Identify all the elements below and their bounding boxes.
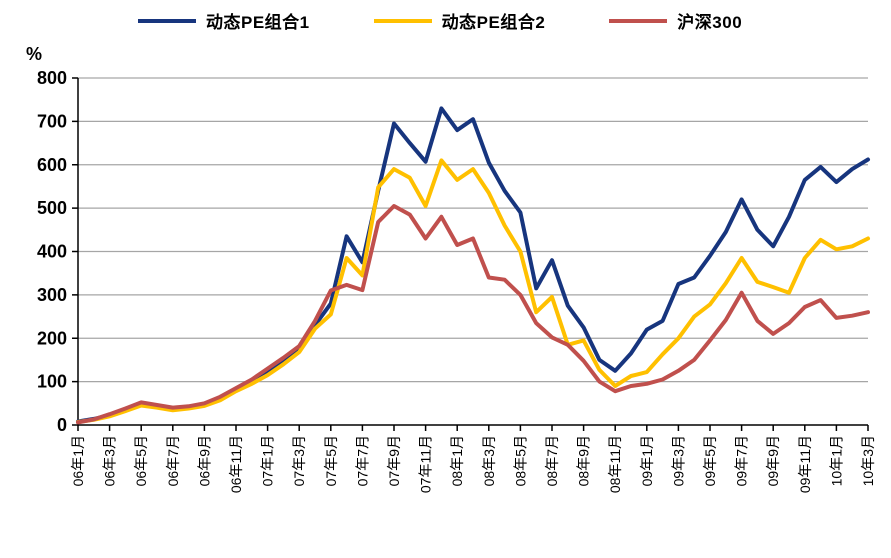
- x-tick-label: 07年3月: [291, 435, 307, 486]
- x-tick-label: 07年7月: [354, 435, 370, 486]
- x-tick-label: 08年1月: [449, 435, 465, 486]
- y-tick-label: 0: [57, 415, 67, 435]
- series-line-1: [76, 158, 870, 424]
- x-tick-label: 06年7月: [165, 435, 181, 486]
- x-tick-label: 09年7月: [734, 435, 750, 486]
- legend-item-csi300: 沪深300: [609, 8, 742, 33]
- x-tick-label: 07年9月: [386, 435, 402, 486]
- x-tick-label: 09年1月: [639, 435, 655, 486]
- x-tick-label: 09年5月: [702, 435, 718, 486]
- y-tick-label: 200: [37, 328, 67, 348]
- x-tick-label: 06年1月: [70, 435, 86, 486]
- y-tick-label: 600: [37, 155, 67, 175]
- x-tick-label: 07年11月: [418, 435, 434, 493]
- y-tick-label: 100: [37, 372, 67, 392]
- legend-label-portfolio2: 动态PE组合2: [441, 13, 546, 32]
- x-tick-label: 06年5月: [133, 435, 149, 486]
- x-tick-label: 07年1月: [260, 435, 276, 486]
- x-tick-label: 06年11月: [228, 435, 244, 493]
- x-tick-label: 10年1月: [828, 435, 844, 486]
- x-tick-label: 09年9月: [765, 435, 781, 486]
- x-tick-label: 09年3月: [670, 435, 686, 486]
- legend-item-portfolio1: 动态PE组合1: [138, 8, 310, 33]
- legend-line-swatch-red: [609, 18, 668, 23]
- legend-line-swatch-yellow: [373, 18, 432, 23]
- x-tick-label: 10年3月: [860, 435, 876, 486]
- x-tick-label: 06年3月: [102, 435, 118, 486]
- x-tick-label: 08年9月: [576, 435, 592, 486]
- legend-item-portfolio2: 动态PE组合2: [373, 8, 546, 33]
- x-tick-label: 07年5月: [323, 435, 339, 486]
- legend-label-csi300: 沪深300: [677, 13, 743, 32]
- x-tick-label: 06年9月: [196, 435, 212, 486]
- y-tick-label: 800: [37, 68, 67, 88]
- series-line-2: [76, 204, 870, 425]
- legend-line-swatch-blue: [138, 18, 196, 23]
- y-axis-unit-label: %: [26, 44, 42, 64]
- x-tick-label: 09年11月: [797, 435, 813, 493]
- x-tick-label: 08年3月: [481, 435, 497, 486]
- x-tick-label: 08年7月: [544, 435, 560, 486]
- x-tick-label: 08年5月: [512, 435, 528, 486]
- y-tick-label: 300: [37, 285, 67, 305]
- y-tick-label: 500: [37, 198, 67, 218]
- chart-legend: 动态PE组合1 动态PE组合2 沪深300: [138, 8, 742, 33]
- y-tick-label: 700: [37, 111, 67, 131]
- x-tick-label: 08年11月: [607, 435, 623, 493]
- legend-label-portfolio1: 动态PE组合1: [206, 13, 310, 32]
- series-line-0: [76, 106, 870, 424]
- y-tick-label: 400: [37, 242, 67, 262]
